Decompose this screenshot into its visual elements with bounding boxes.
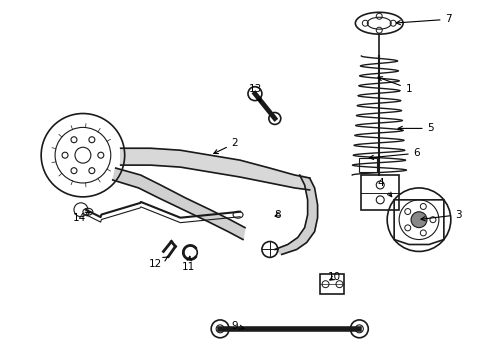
- Text: 12: 12: [149, 257, 168, 269]
- Text: 4: 4: [378, 178, 392, 197]
- Text: 13: 13: [248, 84, 262, 102]
- Text: 1: 1: [378, 77, 413, 94]
- Text: 6: 6: [369, 148, 420, 159]
- Text: 8: 8: [274, 210, 281, 220]
- Polygon shape: [113, 168, 245, 239]
- Text: 7: 7: [396, 14, 452, 25]
- Text: 10: 10: [328, 272, 341, 282]
- Text: 11: 11: [182, 256, 195, 272]
- Circle shape: [411, 212, 427, 228]
- Text: 9: 9: [232, 321, 244, 331]
- Text: 2: 2: [214, 138, 238, 153]
- Text: 3: 3: [421, 210, 462, 221]
- Polygon shape: [121, 148, 310, 190]
- Polygon shape: [275, 175, 318, 255]
- Text: 14: 14: [73, 212, 91, 223]
- Text: 5: 5: [398, 123, 434, 134]
